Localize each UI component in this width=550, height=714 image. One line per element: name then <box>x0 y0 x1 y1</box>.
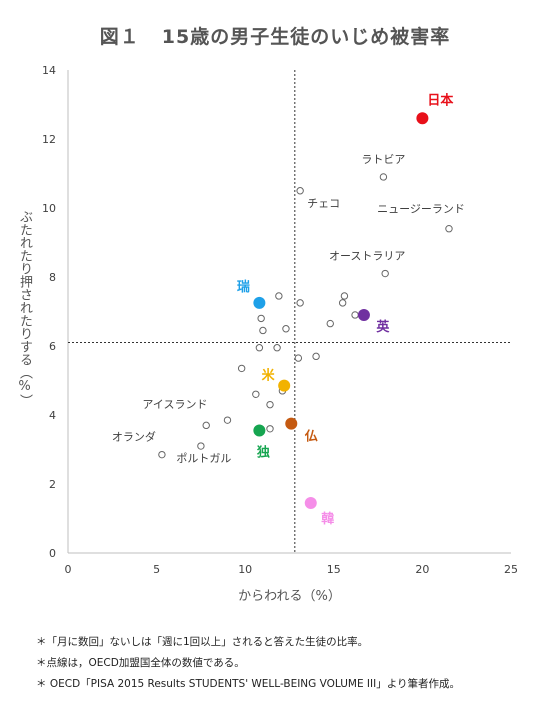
highlighted-label: 米 <box>262 368 276 384</box>
data-point <box>275 292 283 300</box>
data-point <box>296 187 304 195</box>
data-point <box>266 400 274 409</box>
data-point <box>223 416 232 424</box>
data-point <box>326 319 334 328</box>
data-point <box>273 344 281 352</box>
y-tick-label: 14 <box>42 64 56 77</box>
footnote-1: ＊「月に数回」ないしは「週に1回以上」されると答えた生徒の比率。 <box>36 636 369 648</box>
point-label: オーストラリア <box>329 250 405 263</box>
data-point <box>252 390 260 398</box>
point-label: ニュージーランド <box>377 203 465 216</box>
point-label: オランダ <box>112 430 156 444</box>
y-tick-label: 0 <box>49 547 56 560</box>
highlighted-label: 瑞 <box>237 279 250 295</box>
footnotes: ＊「月に数回」ないしは「週に1回以上」されると答えた生徒の比率。 ＊点線は，OE… <box>36 632 460 695</box>
data-point <box>381 269 389 278</box>
point-label: ポルトガル <box>176 452 231 465</box>
highlighted-point <box>357 308 370 321</box>
highlighted-label: 韓 <box>321 511 334 527</box>
highlighted-label: 仏 <box>305 430 318 445</box>
data-point <box>259 326 267 335</box>
footnote-2: ＊点線は，OECD加盟国全体の数値である。 <box>36 657 245 669</box>
x-tick-label: 0 <box>65 563 72 576</box>
data-point <box>294 354 303 362</box>
data-point <box>257 314 265 323</box>
data-point <box>351 311 359 319</box>
chart-title: 図１ 15歳の男子生徒のいじめ被害率 <box>0 22 550 49</box>
x-tick-label: 25 <box>504 563 518 576</box>
y-tick-label: 2 <box>49 478 56 491</box>
point-label: ラトビア <box>361 153 405 166</box>
footnote-3: ＊ OECD「PISA 2015 Results STUDENTS' WELL-… <box>36 678 461 690</box>
chart-title-text: 15歳の男子生徒のいじめ被害率 <box>161 26 451 48</box>
y-tick-label: 4 <box>49 409 56 422</box>
data-point <box>266 425 274 433</box>
highlighted-point <box>278 379 291 392</box>
highlighted-label: 英 <box>375 319 390 335</box>
data-point <box>312 352 320 361</box>
data-point <box>282 325 290 333</box>
y-tick-label: 12 <box>42 133 56 146</box>
data-point <box>197 442 205 450</box>
data-point <box>158 450 166 459</box>
data-point <box>237 364 246 373</box>
data-point <box>379 173 388 181</box>
point-label: チェコ <box>307 197 340 210</box>
data-point <box>340 292 349 300</box>
y-tick-label: 6 <box>49 340 56 353</box>
highlighted-point <box>285 417 298 430</box>
highlighted-point <box>304 496 317 509</box>
highlighted-point <box>253 296 266 309</box>
data-point <box>255 344 264 352</box>
data-point <box>202 421 210 430</box>
highlighted-point <box>253 424 266 437</box>
highlighted-label: 日本 <box>427 92 453 108</box>
point-label: アイスランド <box>142 398 207 411</box>
data-point <box>445 225 453 233</box>
y-axis-label: ぶたれたり押されたりする（%） <box>17 210 32 407</box>
highlighted-point <box>416 112 429 125</box>
x-axis-label: からわれる（%） <box>238 589 341 604</box>
highlighted-label: 独 <box>257 445 270 461</box>
x-tick-label: 10 <box>238 563 252 576</box>
data-point <box>338 299 347 307</box>
y-tick-label: 8 <box>49 271 56 284</box>
x-tick-label: 15 <box>327 563 341 576</box>
x-tick-label: 20 <box>415 563 429 576</box>
y-tick-label: 10 <box>42 202 56 215</box>
x-tick-label: 5 <box>153 563 160 576</box>
data-point <box>296 299 304 307</box>
figure-number: 図１ <box>99 26 140 48</box>
